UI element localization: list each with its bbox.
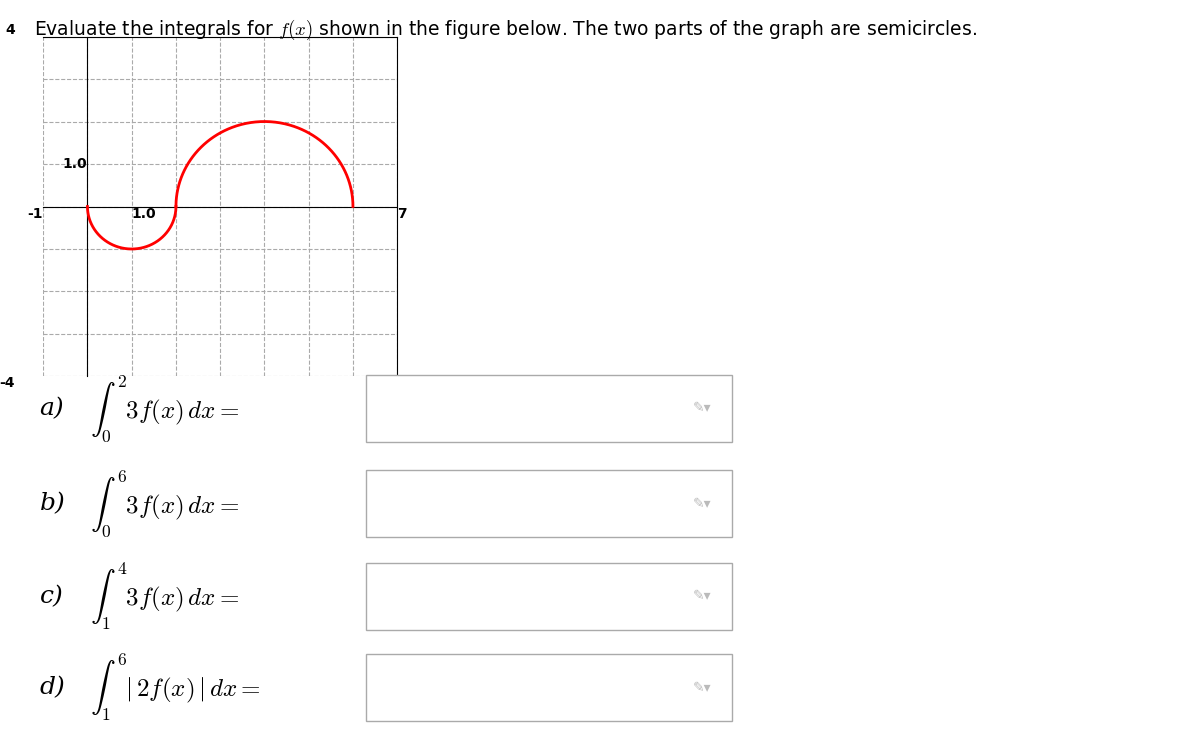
Text: 1.0: 1.0 xyxy=(132,207,156,221)
Text: ✎▾: ✎▾ xyxy=(692,589,712,604)
Text: c): c) xyxy=(40,585,64,608)
Text: $\int_1^4 3f(x)\, dx =$: $\int_1^4 3f(x)\, dx =$ xyxy=(90,561,240,632)
Text: $\int_0^6 3f(x)\, dx =$: $\int_0^6 3f(x)\, dx =$ xyxy=(90,469,240,539)
Text: d): d) xyxy=(40,676,65,700)
Text: Evaluate the integrals for $f(x)$ shown in the figure below. The two parts of th: Evaluate the integrals for $f(x)$ shown … xyxy=(34,18,977,42)
Text: -1: -1 xyxy=(28,207,43,221)
Text: ✎▾: ✎▾ xyxy=(692,496,712,511)
Text: ✎▾: ✎▾ xyxy=(692,401,712,416)
Text: $\int_0^2 3f(x)\, dx =$: $\int_0^2 3f(x)\, dx =$ xyxy=(90,374,240,444)
Text: 4: 4 xyxy=(5,23,14,37)
Text: 7: 7 xyxy=(397,207,407,221)
Text: ✎▾: ✎▾ xyxy=(692,681,712,695)
Text: b): b) xyxy=(40,492,65,515)
Text: 1.0: 1.0 xyxy=(62,157,88,171)
Text: -4: -4 xyxy=(0,376,14,390)
Text: $\int_1^6 |\, 2f(x)\, |\, dx =$: $\int_1^6 |\, 2f(x)\, |\, dx =$ xyxy=(90,652,260,724)
Text: a): a) xyxy=(40,397,65,420)
